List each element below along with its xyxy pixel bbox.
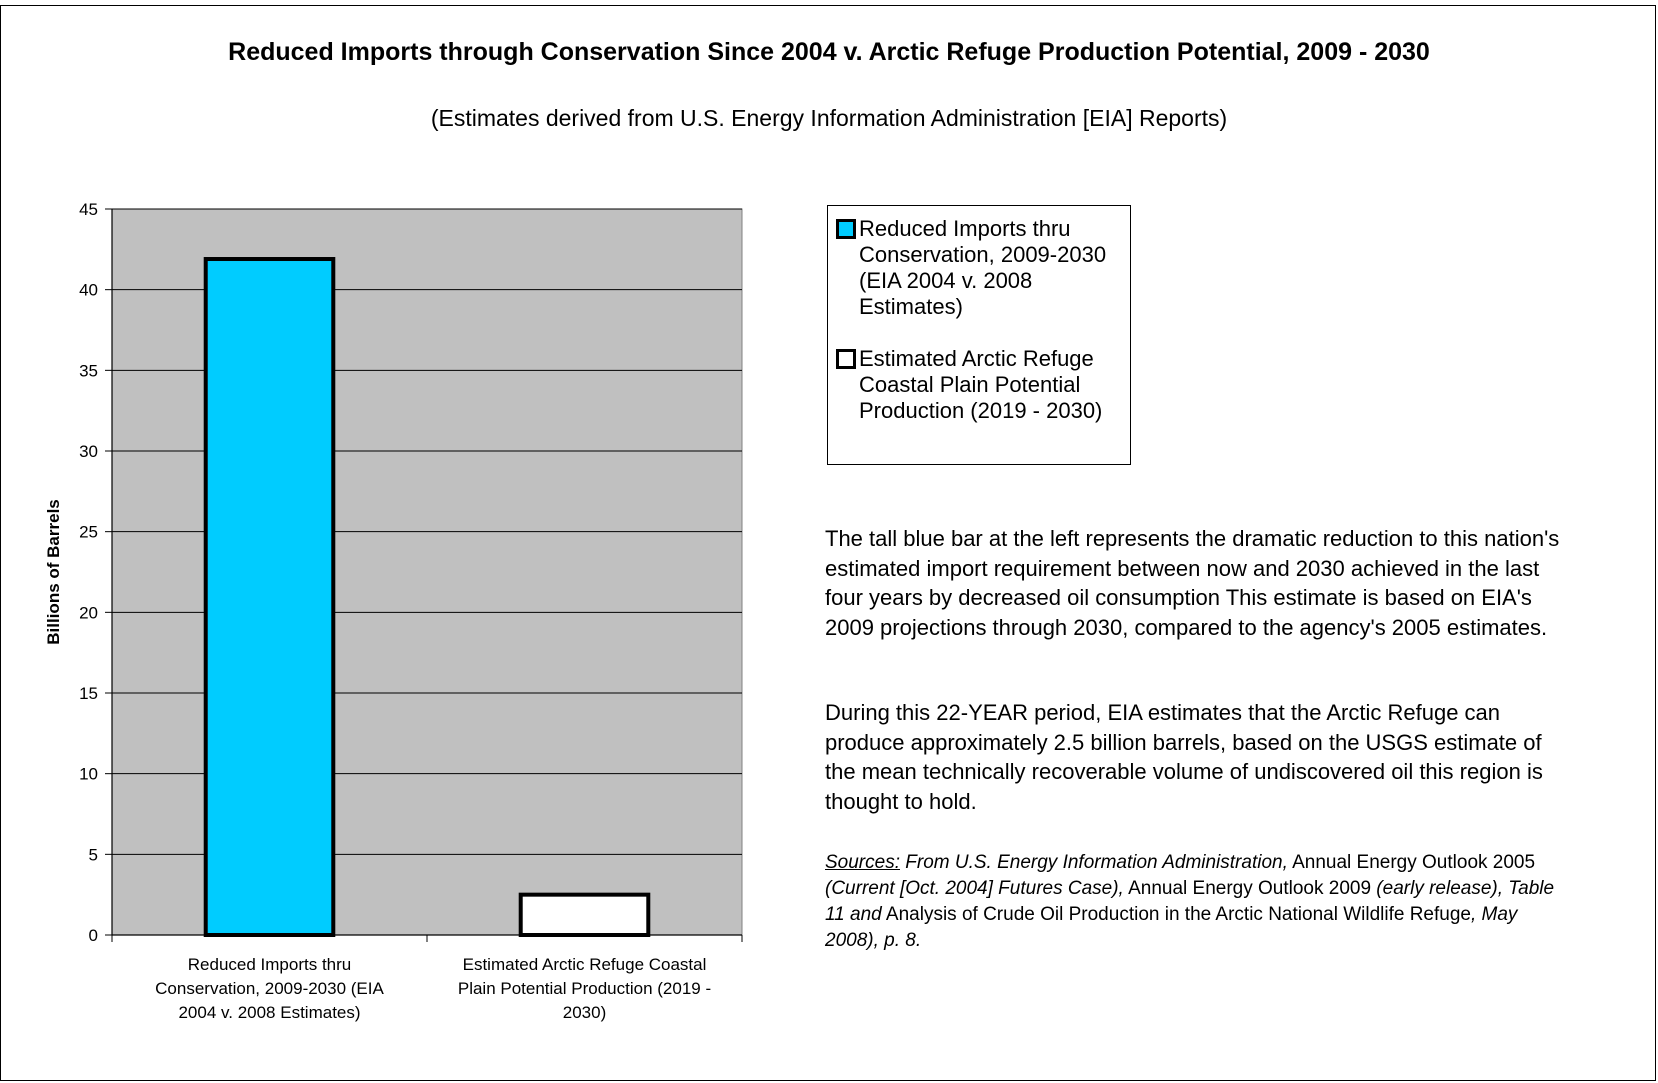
sources-text-1: From U.S. Energy Information Administrat… xyxy=(899,852,1288,873)
y-tick-label: 45 xyxy=(79,200,98,219)
sources-text-5: (early release), Table 11 and xyxy=(825,878,1555,925)
legend-label-arctic-refuge: Estimated Arctic Refuge Coastal Plain Po… xyxy=(859,346,1103,423)
x-category-label: Estimated Arctic Refuge Coastal xyxy=(463,955,707,974)
y-tick-label: 10 xyxy=(79,765,98,784)
chart-title: Reduced Imports through Conservation Sin… xyxy=(228,38,1430,66)
y-tick-label: 25 xyxy=(79,523,98,542)
chart-legend: Reduced Imports thru Conservation, 2009-… xyxy=(827,205,1131,465)
x-category-label: Reduced Imports thru xyxy=(188,955,351,974)
sources-label: Sources: xyxy=(825,852,900,873)
y-tick-label: 35 xyxy=(79,361,98,380)
chart-subtitle: (Estimates derived from U.S. Energy Info… xyxy=(430,105,1228,131)
x-category-label: Plain Potential Production (2019 - xyxy=(458,979,711,998)
legend-swatch-reduced-imports xyxy=(836,219,856,239)
legend-item-arctic-refuge: Estimated Arctic Refuge Coastal Plain Po… xyxy=(836,346,1129,424)
x-category-label: 2004 v. 2008 Estimates) xyxy=(178,1003,360,1022)
legend-item-reduced-imports: Reduced Imports thru Conservation, 2009-… xyxy=(836,216,1129,320)
y-tick-label: 0 xyxy=(89,926,98,945)
y-tick-label: 30 xyxy=(79,442,98,461)
bar-arctic-refuge xyxy=(518,892,651,938)
sources-text-4: Annual Energy Outlook 2009 xyxy=(1123,878,1372,899)
sources-note: Sources: From U.S. Energy Information Ad… xyxy=(825,850,1565,954)
sources-text-6: Analysis of Crude Oil Production in the … xyxy=(881,904,1471,925)
bar-reduced-imports xyxy=(203,257,336,938)
sources-text-7: , May 2008), p. 8. xyxy=(825,904,1518,951)
sources-text-3: (Current [Oct. 2004] Futures Case), xyxy=(825,878,1124,899)
y-tick-label: 40 xyxy=(79,281,98,300)
x-category-label: Conservation, 2009-2030 (EIA xyxy=(155,979,384,998)
explanation-paragraph-2: During this 22-YEAR period, EIA estimate… xyxy=(825,700,1543,814)
explanation-paragraph-1: The tall blue bar at the left represents… xyxy=(825,526,1560,640)
sources-text-2: Annual Energy Outlook 2005 xyxy=(1287,852,1536,873)
legend-label-reduced-imports: Reduced Imports thru Conservation, 2009-… xyxy=(859,216,1107,319)
y-tick-label: 5 xyxy=(89,845,98,864)
y-tick-label: 20 xyxy=(79,603,98,622)
legend-swatch-arctic-refuge xyxy=(836,349,856,369)
x-category-label: 2030) xyxy=(563,1003,606,1022)
chart-frame xyxy=(0,5,1656,1081)
y-axis-label: Billions of Barrels xyxy=(44,499,63,644)
y-tick-label: 15 xyxy=(79,684,98,703)
